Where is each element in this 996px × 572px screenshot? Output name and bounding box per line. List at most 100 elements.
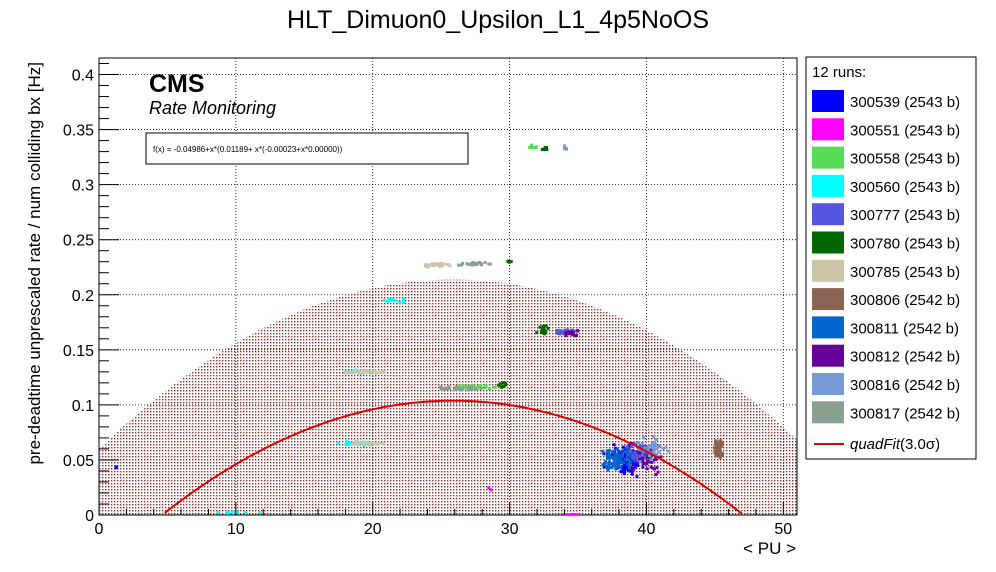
data-point xyxy=(568,513,572,515)
data-point xyxy=(465,385,469,389)
data-point xyxy=(427,264,431,268)
data-point xyxy=(570,331,574,335)
x-tick-label: 10 xyxy=(227,521,245,538)
x-tick-label: 20 xyxy=(364,521,382,538)
legend: 12 runs: 300539 (2543 b)300551 (2543 b)3… xyxy=(805,56,977,460)
data-point xyxy=(641,465,645,469)
y-tick-labels: 0 0.05 0.1 0.15 0.2 0.25 0.3 0.35 0.4 xyxy=(63,68,94,525)
legend-label: 300811 (2542 b) xyxy=(850,320,959,337)
data-point xyxy=(354,440,358,444)
legend-label: 300817 (2542 b) xyxy=(850,405,960,422)
x-tick-label: 40 xyxy=(638,521,656,538)
data-point xyxy=(636,464,640,468)
data-point xyxy=(370,441,374,445)
data-point xyxy=(475,262,479,266)
data-point xyxy=(637,458,641,462)
data-point xyxy=(356,370,360,374)
data-point xyxy=(627,458,631,462)
data-point xyxy=(556,332,560,336)
data-point xyxy=(617,449,621,453)
data-point xyxy=(622,450,626,454)
data-point xyxy=(356,441,360,445)
x-tick-label: 50 xyxy=(774,521,792,538)
data-point xyxy=(374,441,378,445)
legend-fit-name: quadFit xyxy=(850,436,901,453)
legend-swatch xyxy=(812,288,844,311)
data-point xyxy=(439,262,443,266)
data-point xyxy=(448,264,452,268)
data-point xyxy=(630,472,634,476)
axis-ticks xyxy=(98,63,784,516)
data-point xyxy=(612,461,616,465)
data-point xyxy=(645,459,649,463)
data-point xyxy=(540,326,544,330)
data-point xyxy=(542,331,546,335)
data-point xyxy=(458,387,462,391)
data-point xyxy=(502,385,506,389)
data-point xyxy=(623,470,627,474)
data-point xyxy=(653,456,657,460)
data-point xyxy=(538,325,542,329)
data-point xyxy=(640,451,644,455)
data-point xyxy=(628,443,632,447)
data-point xyxy=(622,461,626,465)
data-point xyxy=(608,449,612,453)
data-point xyxy=(114,466,118,470)
data-point xyxy=(479,262,483,266)
data-point xyxy=(619,459,623,463)
data-point xyxy=(487,262,491,266)
legend-label: 300558 (2543 b) xyxy=(850,151,960,168)
data-point xyxy=(718,444,722,448)
data-point xyxy=(564,331,568,335)
data-point xyxy=(635,461,639,465)
data-point xyxy=(563,513,567,515)
data-point xyxy=(647,460,651,464)
legend-swatch xyxy=(812,203,844,226)
data-point xyxy=(655,466,659,470)
data-point xyxy=(497,383,501,387)
data-point xyxy=(566,330,570,334)
data-point xyxy=(611,454,615,458)
data-point xyxy=(637,447,641,451)
data-point xyxy=(605,466,609,470)
data-point xyxy=(621,445,625,449)
data-point xyxy=(628,469,632,473)
data-point xyxy=(632,457,636,461)
legend-swatch xyxy=(812,118,844,141)
data-point xyxy=(606,452,610,456)
data-point xyxy=(236,510,240,514)
data-point xyxy=(574,513,578,515)
data-point xyxy=(387,297,391,301)
data-point xyxy=(484,383,488,387)
data-point xyxy=(656,470,660,474)
data-point xyxy=(607,450,611,454)
data-point xyxy=(345,442,349,446)
data-point xyxy=(528,145,532,149)
data-point xyxy=(640,455,644,459)
cms-sublabel: Rate Monitoring xyxy=(149,98,276,118)
data-point xyxy=(605,449,609,453)
legend-header: 12 runs: xyxy=(812,64,866,81)
data-point xyxy=(540,329,544,333)
data-point xyxy=(445,262,449,266)
data-point xyxy=(643,446,647,450)
data-point xyxy=(541,324,545,328)
data-point xyxy=(558,332,562,336)
data-point xyxy=(454,386,458,390)
data-point xyxy=(343,371,347,375)
data-point xyxy=(461,385,465,389)
data-point xyxy=(447,385,451,389)
legend-swatch xyxy=(812,401,844,424)
data-point xyxy=(640,441,644,445)
data-point xyxy=(432,264,436,268)
data-point xyxy=(626,455,630,459)
data-point xyxy=(717,453,721,457)
data-point xyxy=(631,454,635,458)
data-point xyxy=(630,445,634,449)
data-point xyxy=(612,464,616,468)
data-point xyxy=(258,510,262,514)
data-point xyxy=(623,466,627,470)
legend-swatch xyxy=(812,174,844,197)
data-point xyxy=(471,384,475,388)
data-point xyxy=(658,444,662,448)
